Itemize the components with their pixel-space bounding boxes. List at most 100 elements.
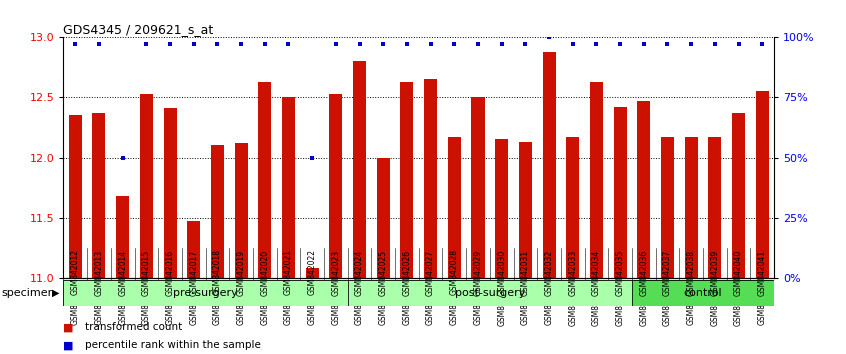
Text: GSM842034: GSM842034	[592, 249, 601, 296]
Bar	[163, 108, 177, 278]
Text: GSM842028: GSM842028	[450, 249, 459, 295]
Point	[755, 41, 769, 47]
Point	[566, 41, 580, 47]
Text: GSM842026: GSM842026	[403, 249, 411, 296]
Text: GSM842040: GSM842040	[734, 249, 743, 296]
Text: pre-surgery: pre-surgery	[173, 288, 238, 298]
Text: GSM842018: GSM842018	[213, 249, 222, 295]
Bar	[353, 61, 366, 278]
Bar	[258, 82, 272, 278]
Point	[163, 41, 177, 47]
Point	[495, 41, 508, 47]
Text: GSM842038: GSM842038	[687, 249, 695, 296]
Bar	[424, 79, 437, 278]
Bar	[613, 107, 627, 278]
Text: GSM842017: GSM842017	[190, 249, 198, 296]
Bar	[116, 196, 129, 278]
Bar	[305, 268, 319, 278]
Bar	[684, 137, 698, 278]
FancyBboxPatch shape	[63, 280, 348, 306]
Point	[140, 41, 153, 47]
Text: GSM842035: GSM842035	[616, 249, 624, 296]
Text: GSM842041: GSM842041	[758, 249, 766, 296]
Text: GDS4345 / 209621_s_at: GDS4345 / 209621_s_at	[63, 23, 214, 36]
Bar	[519, 142, 532, 278]
Point	[69, 41, 82, 47]
Bar	[187, 221, 201, 278]
Text: GSM842036: GSM842036	[640, 249, 648, 296]
Text: GSM842031: GSM842031	[521, 249, 530, 296]
Bar	[92, 113, 106, 278]
Text: GSM842019: GSM842019	[237, 249, 245, 296]
Point	[211, 41, 224, 47]
Text: GSM842016: GSM842016	[166, 249, 174, 296]
Point	[329, 41, 343, 47]
Text: GSM842015: GSM842015	[142, 249, 151, 296]
Text: GSM842012: GSM842012	[71, 249, 80, 295]
Bar	[282, 97, 295, 278]
Point	[258, 41, 272, 47]
Bar	[566, 137, 580, 278]
Bar	[542, 52, 556, 278]
Text: GSM842037: GSM842037	[663, 249, 672, 296]
Text: GSM842022: GSM842022	[308, 249, 316, 295]
FancyBboxPatch shape	[632, 280, 774, 306]
Point	[116, 155, 129, 160]
Text: GSM842039: GSM842039	[711, 249, 719, 296]
Bar	[140, 94, 153, 278]
Bar	[590, 82, 603, 278]
Point	[376, 41, 390, 47]
Point	[542, 34, 556, 40]
Text: ▶: ▶	[52, 288, 60, 298]
Point	[187, 41, 201, 47]
Bar	[234, 143, 248, 278]
Text: ■: ■	[63, 340, 74, 350]
Text: GSM842013: GSM842013	[95, 249, 103, 296]
FancyBboxPatch shape	[348, 280, 632, 306]
Bar	[329, 94, 343, 278]
Point	[637, 41, 651, 47]
Point	[424, 41, 437, 47]
Point	[353, 41, 366, 47]
Point	[471, 41, 485, 47]
Bar	[732, 113, 745, 278]
Text: GSM842014: GSM842014	[118, 249, 127, 296]
Text: ■: ■	[63, 322, 74, 332]
Bar	[708, 137, 722, 278]
Point	[708, 41, 722, 47]
Text: transformed count: transformed count	[85, 322, 182, 332]
Text: GSM842024: GSM842024	[355, 249, 364, 296]
Text: GSM842033: GSM842033	[569, 249, 577, 296]
Bar	[211, 145, 224, 278]
Text: GSM842020: GSM842020	[261, 249, 269, 296]
Point	[400, 41, 414, 47]
Text: control: control	[684, 288, 722, 298]
Point	[305, 155, 319, 160]
Bar	[471, 97, 485, 278]
Text: GSM842029: GSM842029	[474, 249, 482, 296]
Bar	[69, 115, 82, 278]
Bar	[661, 137, 674, 278]
Bar	[376, 158, 390, 278]
Point	[519, 41, 532, 47]
Text: GSM842027: GSM842027	[426, 249, 435, 296]
Point	[613, 41, 627, 47]
Point	[732, 41, 745, 47]
Point	[590, 41, 603, 47]
Bar	[448, 137, 461, 278]
Bar	[400, 82, 414, 278]
Point	[234, 41, 248, 47]
Text: GSM842032: GSM842032	[545, 249, 553, 296]
Point	[282, 41, 295, 47]
Point	[661, 41, 674, 47]
Bar	[637, 101, 651, 278]
Bar	[755, 91, 769, 278]
Text: GSM842021: GSM842021	[284, 249, 293, 295]
Point	[448, 41, 461, 47]
Bar	[495, 139, 508, 278]
Text: GSM842023: GSM842023	[332, 249, 340, 296]
Text: GSM842030: GSM842030	[497, 249, 506, 296]
Point	[92, 41, 106, 47]
Text: percentile rank within the sample: percentile rank within the sample	[85, 340, 261, 350]
Text: specimen: specimen	[2, 288, 56, 298]
